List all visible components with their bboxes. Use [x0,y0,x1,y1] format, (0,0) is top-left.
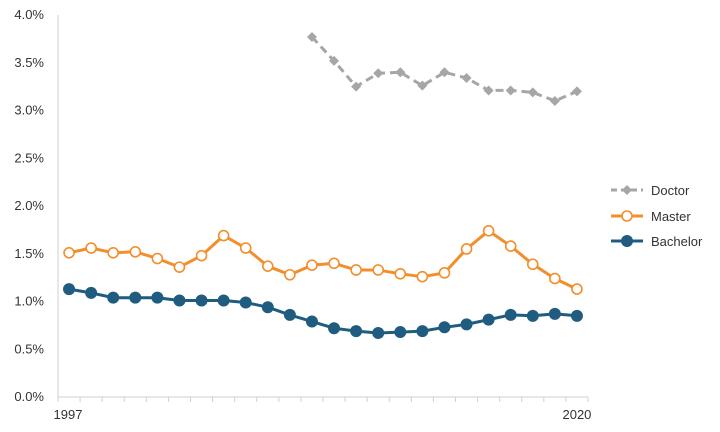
master-point [261,260,274,272]
master-point [217,229,230,242]
y-tick-label: 3.5% [14,55,44,70]
y-tick-label: 0.0% [14,389,44,404]
y-tick-label: 2.5% [14,150,44,165]
doctor-point [306,31,317,42]
bachelor-point [151,291,164,304]
master-point [350,264,362,276]
doctor-point [417,80,428,91]
master-point [63,246,75,259]
doctor-legend-marker [622,185,632,195]
doctor-point [439,67,450,78]
bachelor-point [239,296,252,309]
doctor-point [549,95,560,106]
y-tick-label: 4.0% [14,7,44,22]
bachelor-point [394,326,407,339]
master-point [107,246,120,259]
master-point [195,249,208,262]
master-point [571,283,583,295]
doctor-point [373,68,384,79]
doctor-point [483,85,494,96]
y-tick-label: 2.0% [14,198,44,213]
y-tick-label: 0.5% [14,341,44,356]
bachelor-point [195,294,208,307]
bachelor-point [372,327,385,340]
bachelor-point [261,301,274,314]
axes: 0.0% 0.5% 1.0% 1.5% 2.0% 2.5% 3.0% 3.5% 4.0% 1997… [14,7,591,422]
bachelor-point [173,294,186,307]
master-point [306,259,318,272]
master-point [438,267,451,279]
bachelor-point [416,325,429,338]
y-tick-label: 1.0% [14,294,44,309]
master-point [129,246,142,258]
master-point [526,258,539,271]
bachelor-legend-label: Bachelor [651,234,703,249]
bachelor-point [305,315,318,328]
master-point [328,257,340,270]
bachelor-point [283,308,296,321]
master-legend-label: Master [651,209,691,224]
master-point [549,272,561,285]
master-legend-marker [621,210,633,222]
bachelor-point [438,321,451,334]
bachelor-point [570,309,583,322]
doctor-point [395,67,406,78]
y-tick-label: 3.0% [14,103,44,118]
master-point [284,268,296,281]
x-tick-label: 2020 [562,407,591,422]
master-point [151,252,164,265]
master-point [85,242,97,254]
master-point [460,243,473,255]
master-point [482,225,495,237]
master-point [416,270,429,283]
master-point [173,261,186,273]
legend: Doctor Master Bachelor [611,183,703,249]
doctor-point [461,73,472,84]
master-series-line [68,229,578,291]
bachelor-point [129,291,142,304]
bachelor-point [328,322,341,335]
doctor-legend-label: Doctor [651,183,690,198]
doctor-point [571,86,582,97]
bachelor-point [526,309,539,322]
bachelor-point [548,307,561,320]
bachelor-point [350,325,363,338]
x-tick-label: 1997 [54,407,83,422]
doctor-point [505,85,516,96]
bachelor-point [504,308,517,321]
master-point [394,268,407,280]
bachelor-point [107,291,120,304]
bachelor-point [217,294,230,307]
master-point [372,264,385,276]
bachelor-point [482,313,495,326]
master-point [239,242,252,254]
bachelor-point [460,318,473,331]
master-point [504,240,517,252]
series-layer [63,31,583,340]
doctor-point [329,55,340,66]
y-tick-label: 1.5% [14,246,44,261]
doctor-point [351,81,362,92]
bachelor-point [85,286,98,299]
bachelor-point [63,283,76,296]
bachelor-legend-marker [621,235,633,247]
doctor-point [527,87,538,98]
bachelor-series-line [68,287,578,335]
